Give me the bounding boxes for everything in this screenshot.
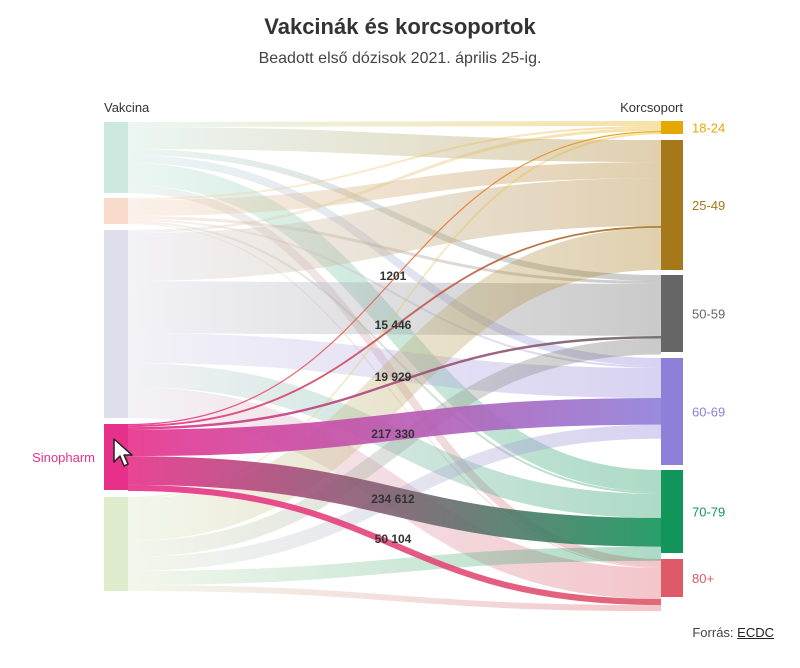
background-flow[interactable] bbox=[127, 338, 662, 557]
age-group-column-header: Korcsoport bbox=[620, 100, 683, 115]
source-note: Forrás: ECDC bbox=[692, 625, 774, 640]
age-group-node[interactable] bbox=[661, 470, 683, 553]
highlighted-flow-25-49[interactable] bbox=[127, 225, 662, 428]
vaccine-node[interactable] bbox=[104, 122, 128, 193]
background-flow[interactable] bbox=[127, 162, 662, 216]
highlighted-flow-60-69[interactable] bbox=[127, 397, 662, 457]
age-group-label: 70-79 bbox=[692, 505, 725, 520]
age-group-node[interactable] bbox=[661, 358, 683, 465]
background-flow[interactable] bbox=[127, 126, 662, 200]
age-group-label: 25-49 bbox=[692, 198, 725, 213]
age-group-node[interactable] bbox=[661, 121, 683, 134]
flow-value-label: 217 330 bbox=[371, 427, 415, 441]
background-flow[interactable] bbox=[127, 121, 662, 127]
highlighted-flow-70-79[interactable] bbox=[127, 456, 662, 547]
highlighted-flow-18-24[interactable] bbox=[127, 131, 662, 426]
chart-subtitle: Beadott első dózisok 2021. április 25-ig… bbox=[258, 50, 542, 67]
vaccine-node[interactable] bbox=[104, 497, 128, 591]
background-flow[interactable] bbox=[127, 546, 662, 585]
age-group-label: 60-69 bbox=[692, 405, 725, 420]
vaccine-node[interactable] bbox=[104, 198, 128, 224]
background-flow[interactable] bbox=[127, 127, 662, 162]
flow-value-label: 15 446 bbox=[375, 318, 412, 332]
chart-title: Vakcinák és korcsoportok bbox=[264, 14, 536, 39]
flow-value-label: 50 104 bbox=[375, 532, 412, 546]
source-link[interactable]: ECDC bbox=[737, 625, 774, 640]
age-group-node[interactable] bbox=[661, 559, 683, 597]
background-flow[interactable] bbox=[127, 128, 662, 233]
highlighted-flow-50-59[interactable] bbox=[127, 336, 662, 430]
background-flow[interactable] bbox=[127, 585, 662, 612]
vaccine-column-header: Vakcina bbox=[104, 100, 150, 115]
age-group-label: 50-59 bbox=[692, 307, 725, 322]
background-flow[interactable] bbox=[127, 227, 662, 541]
mouse-cursor-icon bbox=[113, 438, 133, 467]
age-group-label: 80+ bbox=[692, 571, 714, 586]
age-group-node[interactable] bbox=[661, 140, 683, 270]
vaccine-node[interactable] bbox=[104, 230, 128, 418]
vaccine-label: Sinopharm bbox=[32, 450, 95, 465]
flow-value-label: 234 612 bbox=[371, 492, 415, 506]
flow-value-label: 19 929 bbox=[375, 370, 412, 384]
background-flow[interactable] bbox=[127, 281, 662, 336]
age-group-node[interactable] bbox=[661, 275, 683, 352]
age-group-label: 18-24 bbox=[692, 121, 725, 136]
flow-value-label: 1201 bbox=[380, 269, 407, 283]
highlighted-flow-80+[interactable] bbox=[127, 484, 662, 606]
source-prefix: Forrás: bbox=[692, 625, 734, 640]
background-flow[interactable] bbox=[127, 178, 662, 281]
